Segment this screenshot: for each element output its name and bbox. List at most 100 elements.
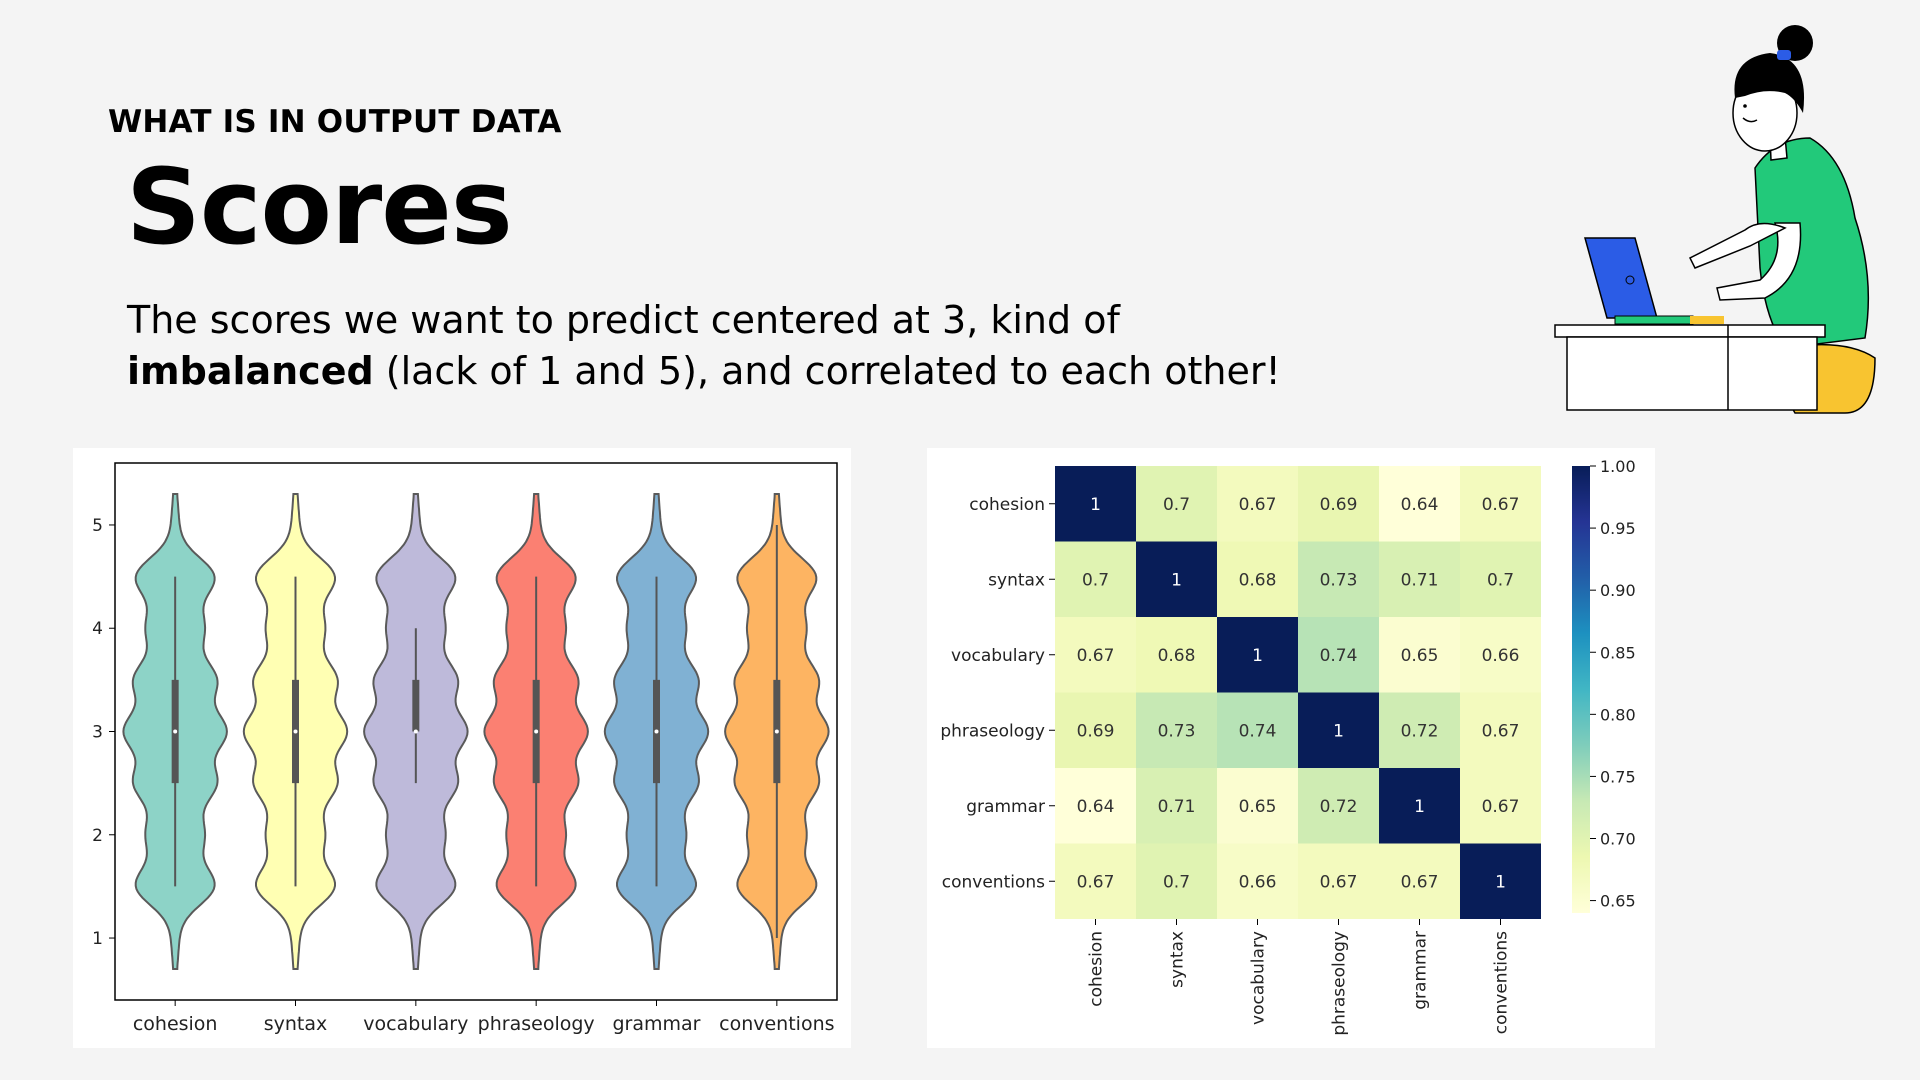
heatmap-cell-value: 0.64 (1077, 797, 1115, 817)
row-label: vocabulary (951, 646, 1045, 666)
violin-iqr-box (412, 679, 420, 732)
heatmap-cell-value: 0.74 (1320, 646, 1358, 666)
heatmap-cell (1379, 541, 1460, 617)
description-line-2: (lack of 1 and 5), and correlated to eac… (373, 349, 1281, 393)
heatmap-cell (1217, 617, 1298, 693)
column-label: syntax (1168, 931, 1188, 988)
heatmap-cell (1055, 541, 1136, 617)
heatmap-cell (1217, 768, 1298, 844)
colorbar-tick-label: 0.75 (1600, 767, 1636, 786)
colorbar-tick-label: 0.95 (1600, 519, 1636, 538)
heatmap-cell-value: 0.67 (1239, 495, 1277, 515)
y-tick-label: 2 (92, 826, 103, 846)
heatmap-cell-value: 0.65 (1401, 646, 1439, 666)
heatmap-cell (1379, 466, 1460, 542)
heatmap-cell-value: 0.73 (1158, 721, 1196, 741)
heatmap-cell-value: 0.7 (1082, 570, 1109, 590)
heatmap-cell-value: 0.74 (1239, 721, 1277, 741)
heatmap-cell (1217, 692, 1298, 768)
heatmap-cell (1055, 843, 1136, 919)
column-label: grammar (1411, 931, 1431, 1010)
heatmap-cell (1136, 617, 1217, 693)
column-label: vocabulary (1249, 931, 1269, 1025)
heatmap-cell (1460, 617, 1541, 693)
x-tick-label: vocabulary (363, 1013, 468, 1035)
row-label: conventions (942, 872, 1045, 892)
heatmap-cell-value: 0.66 (1482, 646, 1520, 666)
colorbar-tick-label: 1.00 (1600, 457, 1636, 476)
violin-chart-panel: 1 2 3 4 5 cohesion syntax vocabulary phraseology… (73, 448, 851, 1048)
x-tick-label: syntax (264, 1013, 328, 1035)
heatmap-cell-value: 0.68 (1239, 570, 1277, 590)
x-tick-label: phraseology (478, 1013, 595, 1035)
y-tick-label: 5 (92, 516, 103, 536)
heatmap-cell-value: 0.65 (1239, 797, 1277, 817)
heatmap-cell-value: 0.71 (1158, 797, 1196, 817)
correlation-heatmap: 1 0.7 0.67 0.69 0.64 0.670.7 1 0.68 0.73 0.71 0.70… (940, 457, 1636, 1036)
heatmap-cell-value: 0.67 (1482, 797, 1520, 817)
heatmap-cell (1217, 541, 1298, 617)
slide-title: Scores (126, 146, 513, 268)
heatmap-cell-value: 0.72 (1401, 721, 1439, 741)
heatmap-cell-value: 0.68 (1158, 646, 1196, 666)
colorbar-tick-label: 0.80 (1600, 705, 1636, 724)
heatmap-cell-value: 0.7 (1163, 495, 1190, 515)
heatmap-cell (1460, 466, 1541, 542)
heatmap-cell (1298, 466, 1379, 542)
slide-description: The scores we want to predict centered a… (127, 295, 1287, 397)
correlation-heatmap-panel: 1 0.7 0.67 0.69 0.64 0.67 0.7 1 0.68 0.73 0.71 0.7 0… (927, 448, 1655, 1048)
heatmap-cell-value: 0.7 (1487, 570, 1514, 590)
heatmap-cell (1460, 843, 1541, 919)
heatmap-cell (1298, 617, 1379, 693)
heatmap-cell (1136, 466, 1217, 542)
heatmap-cell (1379, 768, 1460, 844)
heatmap-cell (1379, 843, 1460, 919)
colorbar-tick-label: 0.85 (1600, 643, 1636, 662)
x-tick-label: grammar (613, 1013, 701, 1035)
description-line-1: The scores we want to predict centered a… (127, 298, 1120, 342)
heatmap-cell-value: 0.67 (1482, 721, 1520, 741)
row-label: syntax (988, 570, 1045, 590)
heatmap-cell-value: 0.67 (1077, 646, 1115, 666)
column-label: phraseology (1330, 931, 1350, 1036)
slide-eyebrow: WHAT IS IN OUTPUT DATA (108, 104, 562, 140)
person-typing-on-laptop-illustration (1554, 25, 1876, 414)
heatmap-cell (1055, 692, 1136, 768)
heatmap-cell (1055, 768, 1136, 844)
heatmap-cell (1055, 466, 1136, 542)
description-bold-word: imbalanced (127, 349, 374, 393)
heatmap-cell-value: 1 (1414, 797, 1425, 817)
violin-chart: 1 2 3 4 5 cohesion syntax vocabulary phraseology… (92, 462, 838, 1035)
heatmap-cell-value: 0.73 (1320, 570, 1358, 590)
violin-median-dot (654, 729, 659, 734)
heatmap-cell (1379, 617, 1460, 693)
heatmap-cell-value: 1 (1333, 721, 1344, 741)
column-label: cohesion (1087, 931, 1107, 1007)
heatmap-cell (1298, 541, 1379, 617)
violin-median-dot (173, 729, 178, 734)
colorbar-tick-label: 0.90 (1600, 581, 1636, 600)
violin-median-dot (534, 729, 539, 734)
heatmap-cell-value: 1 (1090, 495, 1101, 515)
heatmap-cell (1136, 768, 1217, 844)
heatmap-cell-value: 0.67 (1077, 872, 1115, 892)
heatmap-cell (1298, 843, 1379, 919)
heatmap-cell (1136, 692, 1217, 768)
violin-median-dot (413, 729, 418, 734)
row-label: phraseology (940, 721, 1045, 741)
heatmap-cell-value: 0.69 (1077, 721, 1115, 741)
heatmap-cell (1298, 768, 1379, 844)
y-tick-label: 1 (92, 929, 103, 949)
violin-median-dot (293, 729, 298, 734)
heatmap-cell-value: 0.64 (1401, 495, 1439, 515)
heatmap-cell-value: 0.69 (1320, 495, 1358, 515)
x-tick-label: conventions (719, 1013, 834, 1035)
heatmap-cell (1217, 466, 1298, 542)
heatmap-cell-value: 0.67 (1401, 872, 1439, 892)
violin-median-dot (774, 729, 779, 734)
heatmap-cell-value: 1 (1252, 646, 1263, 666)
heatmap-cell (1136, 843, 1217, 919)
heatmap-cell-value: 0.67 (1482, 495, 1520, 515)
row-label: cohesion (969, 495, 1045, 515)
y-tick-label: 3 (92, 723, 103, 743)
